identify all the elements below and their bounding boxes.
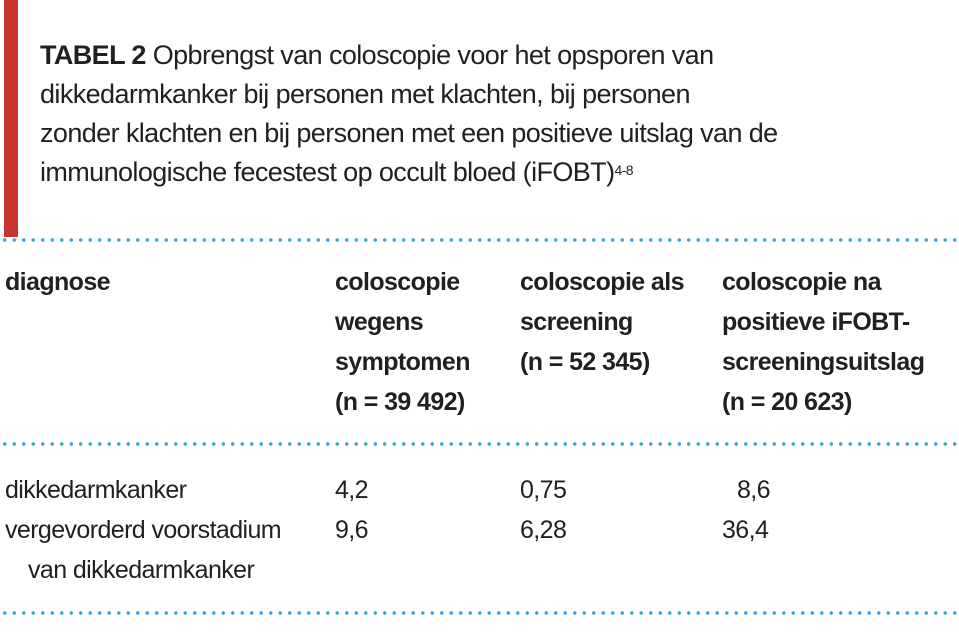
divider [0, 442, 959, 446]
header-diagnose: diagnose [5, 268, 111, 296]
divider [0, 611, 959, 615]
reference: 4-8 [614, 162, 633, 178]
divider [0, 238, 959, 242]
header-ifobt: coloscopie na positieve iFOBT- screening… [722, 268, 925, 416]
table-label: TABEL 2 [40, 40, 146, 70]
table-caption: TABEL 2 Opbrengst van coloscopie voor he… [40, 40, 778, 187]
accent-bar [4, 0, 18, 237]
header-symptomen: coloscopie wegens symptomen (n = 39 492) [335, 268, 471, 416]
header-screening: coloscopie als screening (n = 52 345) [520, 268, 684, 376]
